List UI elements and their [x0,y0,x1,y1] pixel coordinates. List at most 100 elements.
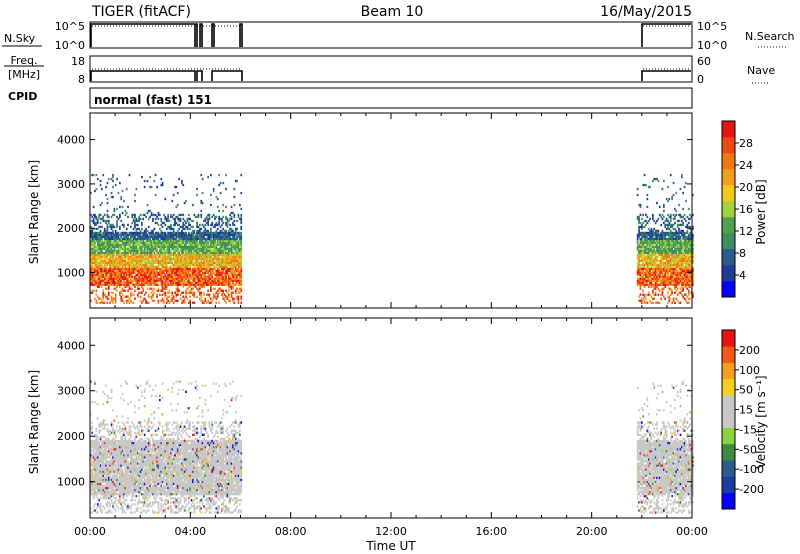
power-cell [239,277,241,280]
power-cell [222,267,225,270]
power-cell [134,285,136,288]
power-cell [145,265,147,268]
power-cell [672,269,675,272]
power-cell [143,293,146,296]
power-cell [683,259,686,262]
power-cell [661,281,664,284]
power-cell [128,239,131,243]
power-cell [665,267,668,270]
power-cell [240,241,243,244]
power-cell [131,279,134,282]
velocity-cell [90,484,92,488]
power-cell [175,269,178,272]
power-cell [101,235,103,239]
power-cell [679,267,682,270]
power-cell [103,261,106,264]
power-cell [692,281,694,284]
power-cell [645,233,647,237]
power-cell [212,259,215,262]
power-cell [107,281,110,284]
power-cell [135,237,138,241]
power-cell [178,213,180,217]
power-cell [149,247,151,250]
power-cell [152,271,154,274]
power-cell [654,283,657,286]
power-cell [647,265,650,268]
power-cell [185,237,187,241]
power-cell [223,283,226,286]
power-cell [171,235,174,239]
power-cell [240,275,243,278]
power-cell [168,269,171,272]
power-cell [232,259,234,262]
power-cell [638,259,640,262]
power-cell [99,217,102,221]
power-cell [210,283,212,286]
power-cell [105,235,107,239]
power-cell [103,253,106,256]
power-cell [109,245,111,248]
power-cell [687,233,690,237]
power-cell [156,249,158,252]
nsearch-tick-top: 10^5 [697,20,727,33]
power-cell [229,235,231,239]
power-cell [239,291,241,294]
power-cell [105,221,107,225]
power-cell [221,243,223,246]
power-cell [660,271,662,274]
power-cell [149,243,151,246]
power-cell [654,177,657,181]
power-cell [658,275,661,278]
power-cell [165,287,168,290]
power-cell [170,255,172,258]
power-cell [120,231,123,235]
power-cell [141,283,143,286]
power-cell [639,241,642,244]
power-cell [664,247,667,250]
power-cell [208,283,211,286]
power-cell [643,295,646,298]
power-cell [105,237,107,241]
power-cell [160,261,163,264]
power-cell [225,267,227,270]
power-cell [134,277,136,280]
power-cell [669,293,672,296]
power-cell [222,221,225,225]
power-cell [669,251,672,254]
power-cell [221,253,223,256]
power-cell [139,243,142,246]
power-cell [645,237,647,241]
power-cell [641,281,643,284]
power-cell [208,233,211,237]
power-cell [139,233,142,237]
power-cell [160,177,163,181]
power-cell [116,283,118,286]
power-cell [652,273,654,276]
power-cell [683,233,686,237]
power-cell [119,215,121,219]
power-cell [237,235,240,239]
power-cell [686,225,689,229]
power-cell [152,241,154,244]
power-cell [681,229,683,233]
power-cell [99,265,102,268]
power-cell [661,235,664,239]
power-cell [127,253,129,256]
power-cell [168,267,171,270]
power-cell [234,229,237,233]
power-cell [178,251,180,254]
power-cell [234,231,237,235]
power-cell [669,287,672,290]
power-cell [182,235,185,239]
date-title: 16/May/2015 [600,4,692,20]
power-cell [199,267,201,270]
power-cell [92,173,95,177]
power-cell [681,245,683,248]
power-cell [204,243,207,246]
power-cell [95,173,98,177]
power-cell [188,235,190,239]
power-cell [172,231,175,235]
power-cell [110,241,113,244]
power-cell [183,261,186,264]
power-cell [185,251,187,254]
